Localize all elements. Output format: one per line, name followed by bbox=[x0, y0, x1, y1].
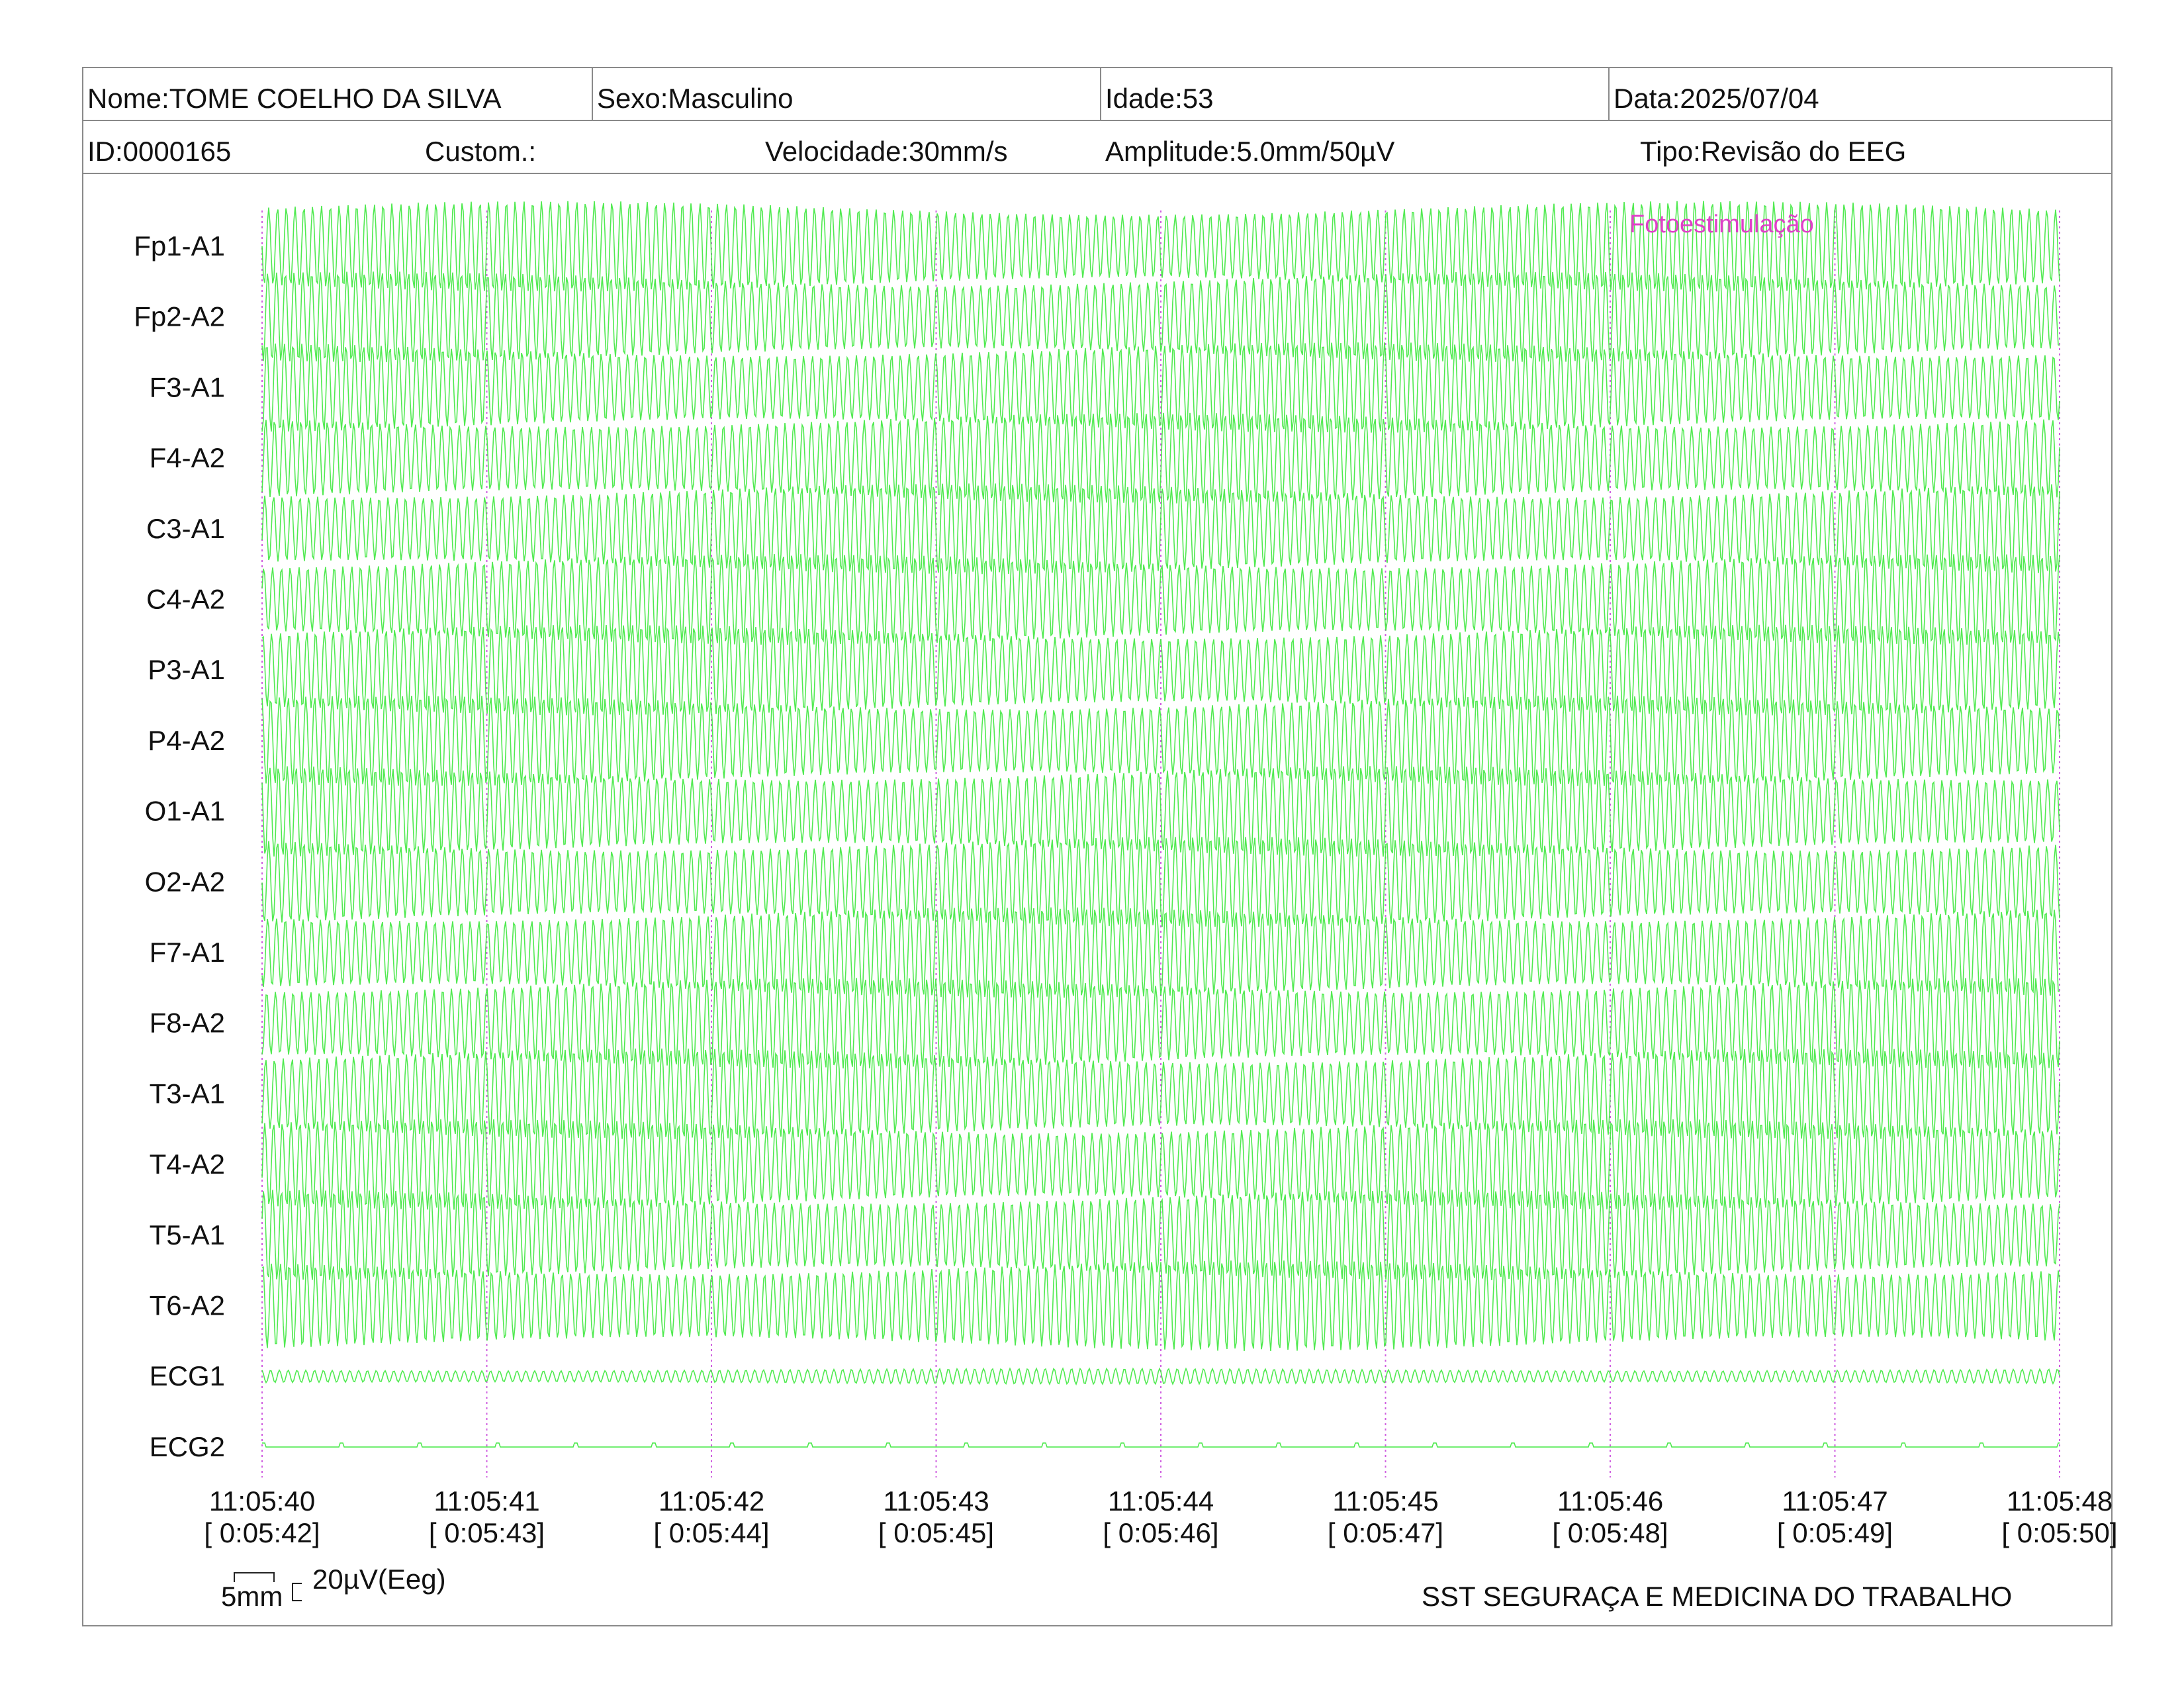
channel-trace bbox=[261, 554, 2060, 645]
time-tick-elapsed: [ 0:05:42] bbox=[204, 1517, 320, 1548]
channel-label: T6-A2 bbox=[150, 1290, 225, 1321]
channel-label: ECG2 bbox=[150, 1431, 225, 1462]
exam-type: Tipo:Revisão do EEG bbox=[1640, 136, 1907, 167]
channel-trace bbox=[261, 201, 2060, 292]
amplitude-setting: Amplitude:5.0mm/50µV bbox=[1105, 136, 1395, 167]
channel-trace bbox=[261, 695, 2060, 786]
time-tick-clock: 11:05:40 bbox=[209, 1485, 315, 1517]
channel-label: T4-A2 bbox=[150, 1149, 225, 1180]
calibration-scale: 5mm 20µV(Eeg) bbox=[214, 1564, 466, 1617]
patient-age: Idade:53 bbox=[1105, 83, 1214, 114]
paper-speed: Velocidade:30mm/s bbox=[765, 136, 1008, 167]
channel-trace bbox=[261, 483, 2060, 575]
patient-sex: Sexo:Masculino bbox=[597, 83, 794, 114]
time-tick-clock: 11:05:48 bbox=[2007, 1485, 2113, 1517]
channel-label: T5-A1 bbox=[150, 1219, 225, 1250]
channel-label: F7-A1 bbox=[150, 937, 225, 968]
channel-trace bbox=[261, 978, 2060, 1069]
scale-amplitude-label: 20µV(Eeg) bbox=[312, 1564, 446, 1595]
custom-field: Custom.: bbox=[425, 136, 537, 167]
channel-label: Fp2-A2 bbox=[134, 301, 225, 332]
channel-label: Fp1-A1 bbox=[134, 230, 225, 261]
channel-label: T3-A1 bbox=[150, 1078, 225, 1109]
channel-trace bbox=[261, 342, 2060, 433]
recording-info-row: ID:0000165 Custom.: Velocidade:30mm/s Am… bbox=[83, 121, 2111, 174]
channel-trace bbox=[261, 1048, 2060, 1139]
time-tick-clock: 11:05:42 bbox=[659, 1485, 764, 1517]
report-frame: Nome:TOME COELHO DA SILVA Sexo:Masculino… bbox=[82, 67, 2113, 1626]
time-tick-clock: 11:05:45 bbox=[1332, 1485, 1438, 1517]
channel-label: ECG1 bbox=[150, 1360, 225, 1391]
channel-trace bbox=[262, 1442, 2060, 1448]
time-tick-clock: 11:05:41 bbox=[433, 1485, 539, 1517]
channel-trace bbox=[261, 1119, 2060, 1210]
channel-label: C3-A1 bbox=[146, 513, 225, 544]
time-tick-elapsed: [ 0:05:43] bbox=[429, 1517, 545, 1548]
patient-name: Nome:TOME COELHO DA SILVA bbox=[87, 83, 502, 114]
time-tick-elapsed: [ 0:05:48] bbox=[1552, 1517, 1668, 1548]
divider bbox=[1608, 68, 1610, 120]
time-tick-elapsed: [ 0:05:46] bbox=[1103, 1517, 1218, 1548]
channel-label: P3-A1 bbox=[148, 654, 225, 685]
patient-id: ID:0000165 bbox=[87, 136, 232, 167]
patient-info-row: Nome:TOME COELHO DA SILVA Sexo:Masculino… bbox=[83, 68, 2111, 121]
event-annotation: Fotoestimulação bbox=[1629, 211, 1814, 238]
time-tick-clock: 11:05:44 bbox=[1108, 1485, 1214, 1517]
channel-trace bbox=[261, 271, 2060, 363]
time-tick-elapsed: [ 0:05:49] bbox=[1777, 1517, 1893, 1548]
time-tick-elapsed: [ 0:05:47] bbox=[1328, 1517, 1443, 1548]
scale-bar-icon bbox=[234, 1572, 302, 1601]
time-tick-elapsed: [ 0:05:45] bbox=[878, 1517, 994, 1548]
time-tick-clock: 11:05:47 bbox=[1782, 1485, 1888, 1517]
channel-trace bbox=[261, 766, 2060, 857]
organization-name: SST SEGURAÇA E MEDICINA DO TRABALHO bbox=[1422, 1581, 2013, 1612]
channel-label: F4-A2 bbox=[150, 442, 225, 473]
channel-label: O1-A1 bbox=[145, 796, 225, 827]
channel-label: C4-A2 bbox=[146, 584, 225, 615]
channel-trace bbox=[261, 1367, 2060, 1386]
divider bbox=[592, 68, 593, 120]
scale-time-label: 5mm bbox=[221, 1581, 283, 1612]
time-tick-clock: 11:05:43 bbox=[883, 1485, 989, 1517]
channel-trace bbox=[261, 1260, 2060, 1351]
channel-trace bbox=[261, 1190, 2060, 1281]
time-tick-clock: 11:05:46 bbox=[1557, 1485, 1663, 1517]
channel-label: F3-A1 bbox=[150, 371, 225, 402]
channel-label: O2-A2 bbox=[145, 866, 225, 897]
channel-label: P4-A2 bbox=[148, 725, 225, 756]
channel-label: F8-A2 bbox=[150, 1008, 225, 1039]
time-tick-elapsed: [ 0:05:50] bbox=[2001, 1517, 2117, 1548]
channel-trace bbox=[261, 624, 2060, 716]
time-tick-elapsed: [ 0:05:44] bbox=[653, 1517, 769, 1548]
divider bbox=[1100, 68, 1101, 120]
channel-trace bbox=[261, 907, 2060, 998]
channel-trace bbox=[261, 837, 2060, 927]
exam-date: Data:2025/07/04 bbox=[1614, 83, 1819, 114]
channel-trace bbox=[261, 412, 2060, 504]
